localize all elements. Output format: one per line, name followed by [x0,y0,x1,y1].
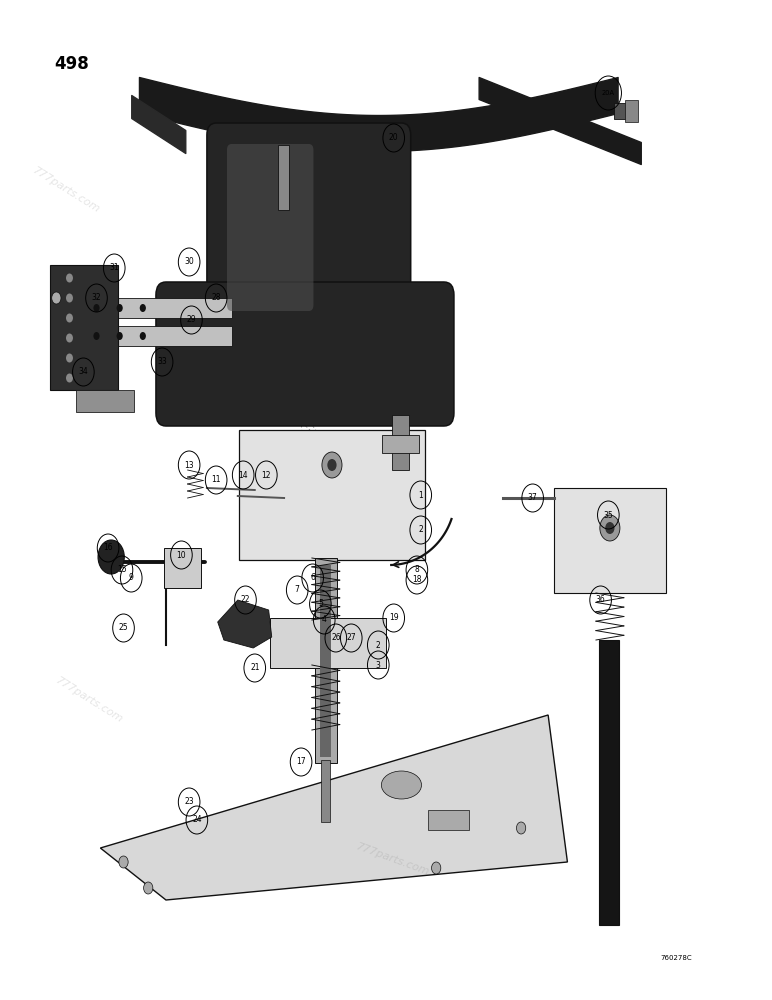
Text: 32: 32 [92,294,101,302]
Circle shape [322,452,342,478]
Circle shape [66,334,73,342]
Bar [428,810,469,830]
Circle shape [140,332,146,340]
Bar [239,430,425,560]
Text: 3: 3 [376,660,381,670]
Text: 28: 28 [212,294,221,302]
Circle shape [117,304,123,312]
Text: 8: 8 [415,566,419,574]
Circle shape [600,515,620,541]
Bar [614,103,637,119]
Text: 26: 26 [331,634,340,643]
Circle shape [66,314,73,322]
Circle shape [93,304,100,312]
Text: 27: 27 [347,634,356,643]
Polygon shape [218,600,272,648]
Text: 37: 37 [528,493,537,502]
Text: 35: 35 [604,510,613,520]
Text: 20: 20 [389,133,398,142]
FancyBboxPatch shape [207,123,411,367]
Bar [50,265,118,390]
Text: 777parts.com: 777parts.com [31,165,102,215]
Bar [625,100,638,122]
Text: 17: 17 [296,758,306,766]
Text: 2: 2 [418,526,423,534]
Text: 760278C: 760278C [660,955,692,961]
Text: 22: 22 [241,595,250,604]
Text: 25: 25 [119,624,128,633]
Text: 33: 33 [157,358,167,366]
Circle shape [93,332,100,340]
Text: 31: 31 [110,263,119,272]
Bar [315,558,337,763]
Bar [164,548,201,588]
Text: 34: 34 [79,367,88,376]
Polygon shape [100,715,567,900]
Bar [321,760,330,822]
Text: 15: 15 [117,566,127,574]
Bar [81,298,232,318]
Text: 21: 21 [250,664,259,672]
Text: 777parts.com: 777parts.com [355,842,432,878]
FancyBboxPatch shape [156,282,454,426]
Text: 23: 23 [185,798,194,806]
Text: 2: 2 [376,641,381,650]
Text: 20A: 20A [602,90,615,96]
Text: 19: 19 [389,613,398,622]
Circle shape [144,882,153,894]
Bar [76,390,134,412]
Bar [554,488,666,593]
Text: 14: 14 [239,471,248,480]
Circle shape [605,522,615,534]
Circle shape [117,332,123,340]
Text: 1: 1 [418,490,423,499]
Text: 29: 29 [187,316,196,324]
Circle shape [66,273,73,282]
Text: 36: 36 [596,595,605,604]
Circle shape [98,540,124,574]
Circle shape [66,294,73,302]
Bar [81,326,232,346]
Bar [320,565,331,757]
Circle shape [516,822,526,834]
Bar [278,145,290,210]
Text: 777parts.com: 777parts.com [54,675,125,725]
Circle shape [66,354,73,362]
FancyBboxPatch shape [227,144,313,311]
Text: 10: 10 [177,550,186,560]
Text: 9: 9 [129,574,134,582]
Circle shape [66,373,73,382]
Text: 18: 18 [412,576,422,584]
Text: 16: 16 [103,544,113,552]
Text: 24: 24 [192,816,201,824]
Text: 7: 7 [295,585,300,594]
Text: 12: 12 [262,471,271,480]
Circle shape [432,862,441,874]
Circle shape [52,292,61,304]
Text: 30: 30 [185,257,194,266]
Text: 5: 5 [318,599,323,608]
Text: 11: 11 [212,476,221,485]
Text: 6: 6 [310,574,315,582]
Text: 13: 13 [185,460,194,470]
Text: 4: 4 [322,615,327,624]
Bar [382,435,419,453]
Ellipse shape [381,771,422,799]
Circle shape [327,459,337,471]
Text: 498: 498 [54,55,89,73]
Bar [270,618,386,668]
Bar [392,415,409,470]
Circle shape [119,856,128,868]
Circle shape [140,304,146,312]
Bar [599,640,619,925]
